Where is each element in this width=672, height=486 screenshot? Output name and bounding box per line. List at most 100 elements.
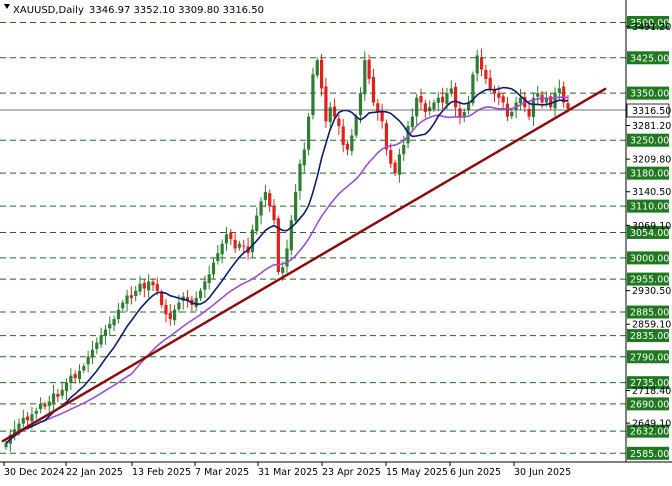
level-label: 2835.00 <box>630 331 669 342</box>
candle <box>367 54 371 85</box>
price-tick-label: 3209.80 <box>632 155 671 166</box>
candle <box>294 183 298 225</box>
candle <box>263 184 267 208</box>
level-box <box>627 376 669 390</box>
candle <box>419 88 423 110</box>
candle <box>211 257 216 280</box>
candle <box>268 189 272 212</box>
candle <box>302 142 306 173</box>
candle <box>315 57 319 79</box>
candle <box>86 350 90 373</box>
candle <box>259 197 263 225</box>
candle <box>99 327 103 349</box>
candle <box>112 315 116 332</box>
candle <box>324 77 328 128</box>
candle <box>134 285 138 302</box>
candle <box>250 224 255 258</box>
candle <box>479 48 484 77</box>
price-tick-label: 3491.20 <box>632 22 671 33</box>
candle <box>393 159 397 176</box>
candle <box>129 286 133 305</box>
candle <box>285 239 289 274</box>
candle <box>237 240 242 251</box>
candle <box>328 102 332 128</box>
current-price-label: 3316.50 <box>632 106 671 117</box>
level-box <box>627 251 669 265</box>
candle <box>151 278 155 292</box>
time-tick-label: 31 Mar 2025 <box>258 467 318 478</box>
candle <box>345 140 350 156</box>
chart-info: XAUUSD,Daily 3346.97 3352.10 3309.80 331… <box>4 4 264 16</box>
candle <box>423 99 427 118</box>
candle <box>458 101 462 124</box>
candle <box>21 409 25 428</box>
level-label: 3110.00 <box>630 202 669 213</box>
candle <box>276 215 280 275</box>
candle <box>298 159 302 200</box>
candle <box>13 420 17 441</box>
level-label: 2585.00 <box>630 449 669 460</box>
candle <box>56 388 60 402</box>
candle <box>307 113 311 156</box>
candle <box>358 87 363 124</box>
candle <box>95 337 99 355</box>
price-tick-label: 2859.10 <box>632 320 671 331</box>
candle <box>272 199 276 225</box>
candle <box>397 148 401 183</box>
time-tick-label: 6 Jun 2025 <box>450 467 501 478</box>
candle <box>103 325 108 345</box>
level-box <box>627 199 669 213</box>
level-label: 2790.00 <box>630 352 669 363</box>
candle <box>121 299 125 312</box>
candle <box>549 93 553 111</box>
candle <box>488 69 492 92</box>
candle <box>207 265 211 290</box>
candle <box>562 81 566 108</box>
candle <box>173 304 177 326</box>
candle <box>363 51 367 101</box>
candle <box>168 304 172 326</box>
candle <box>319 53 324 97</box>
candle <box>69 368 73 391</box>
dropdown-triangle-icon[interactable] <box>4 4 10 9</box>
candle <box>332 98 337 121</box>
level-box <box>627 446 669 460</box>
price-tick-label: 2718.40 <box>632 386 671 397</box>
candle <box>147 274 151 298</box>
candle <box>371 68 376 107</box>
price-tick-label: 3069.10 <box>632 221 671 232</box>
candle <box>43 401 47 410</box>
candle <box>436 91 440 111</box>
price-axis[interactable]: 3500.00 3425.00 3350.00 3250.00 3180.00 3110.… <box>626 15 671 460</box>
level-label: 3180.00 <box>630 169 669 180</box>
trendline[interactable] <box>1 87 607 443</box>
candle <box>384 119 389 156</box>
candle <box>536 85 540 105</box>
candle <box>229 228 233 245</box>
candle <box>203 275 207 298</box>
time-tick-label: 13 Feb 2025 <box>132 467 191 478</box>
candle <box>73 370 77 384</box>
price-tick-label: 3140.50 <box>632 187 671 198</box>
candle <box>60 381 64 400</box>
level-label: 3054.00 <box>630 228 669 239</box>
time-axis[interactable]: 30 Dec 2024 22 Jan 2025 13 Feb 2025 7 Mar 2… <box>3 462 571 478</box>
candle <box>224 227 229 251</box>
candle <box>198 288 203 302</box>
price-tick-label: 3281.20 <box>632 121 671 132</box>
candle <box>82 363 86 374</box>
candle <box>518 88 523 110</box>
level-label: 3500.00 <box>630 18 669 29</box>
level-label: 2632.00 <box>630 427 669 438</box>
time-tick-label: 30 Dec 2024 <box>4 467 65 478</box>
candle <box>389 143 393 169</box>
candle <box>90 340 95 365</box>
time-tick-label: 30 Jun 2025 <box>514 467 571 478</box>
candle <box>415 93 419 126</box>
candle <box>484 64 488 85</box>
candle <box>125 289 129 312</box>
level-box <box>627 166 669 180</box>
